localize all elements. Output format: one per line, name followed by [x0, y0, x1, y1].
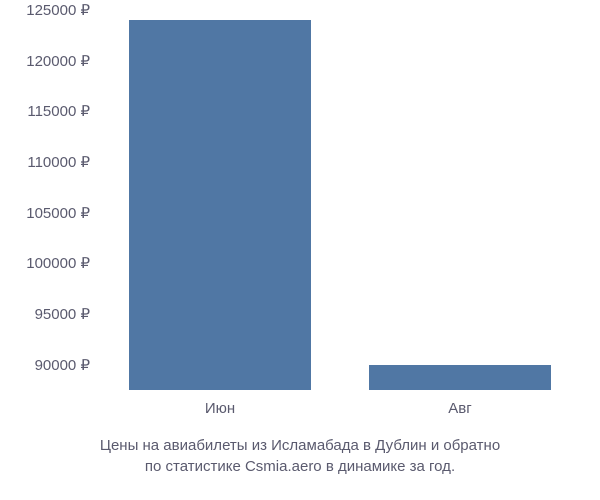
y-tick: 90000 ₽	[0, 356, 90, 374]
y-tick: 110000 ₽	[0, 153, 90, 171]
y-axis: 125000 ₽ 120000 ₽ 115000 ₽ 110000 ₽ 1050…	[0, 10, 95, 390]
y-tick: 100000 ₽	[0, 254, 90, 272]
x-label: Июн	[205, 400, 235, 417]
bar-jun	[129, 20, 311, 390]
x-label: Авг	[448, 400, 471, 417]
y-tick: 125000 ₽	[0, 1, 90, 19]
caption-line-2: по статистике Csmia.aero в динамике за г…	[0, 456, 600, 477]
y-tick: 120000 ₽	[0, 52, 90, 70]
x-axis: Июн Авг	[100, 395, 580, 425]
y-tick: 105000 ₽	[0, 204, 90, 222]
bar-aug	[369, 365, 551, 390]
plot-area	[100, 10, 580, 390]
y-tick: 95000 ₽	[0, 305, 90, 323]
chart-caption: Цены на авиабилеты из Исламабада в Дубли…	[0, 435, 600, 477]
y-tick: 115000 ₽	[0, 102, 90, 120]
chart-container: 125000 ₽ 120000 ₽ 115000 ₽ 110000 ₽ 1050…	[0, 0, 600, 500]
caption-line-1: Цены на авиабилеты из Исламабада в Дубли…	[0, 435, 600, 456]
